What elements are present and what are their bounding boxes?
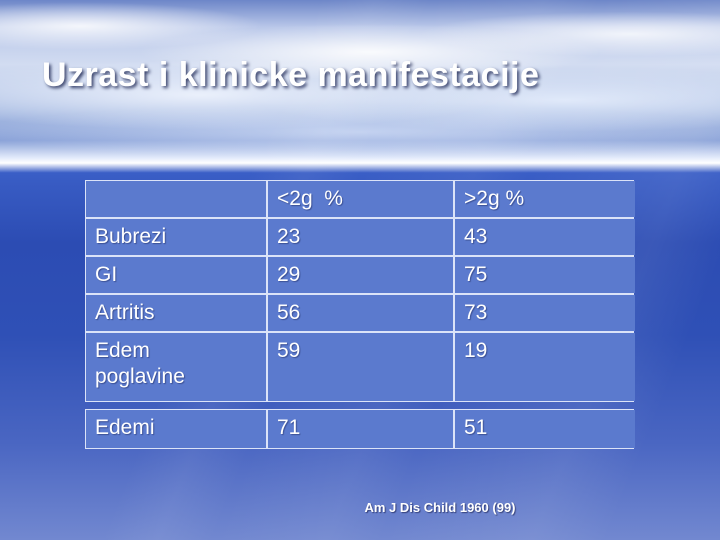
value-gt2g: 75 [455,257,635,293]
clinical-manifestations-table: <2g % >2g % Bubrezi 23 43 GI 29 75 Artri… [85,180,635,449]
row-label: Bubrezi [86,219,266,255]
table-header-empty [86,181,266,217]
value-lt2g: 56 [268,295,453,331]
value-lt2g: 71 [268,410,453,448]
value-gt2g: 19 [455,333,635,401]
value-lt2g: 59 [268,333,453,401]
table-header-gt2g: >2g % [455,181,635,217]
row-label: Artritis [86,295,266,331]
table-header-lt2g: <2g % [268,181,453,217]
value-gt2g: 51 [455,410,635,448]
slide-title: Uzrast i klinicke manifestacije [42,56,540,94]
row-label: Edemi [86,410,266,448]
source-citation: Am J Dis Child 1960 (99) [364,500,516,515]
row-label: Edem poglavine [86,333,266,401]
table-main: <2g % >2g % Bubrezi 23 43 GI 29 75 Artri… [85,180,635,402]
value-gt2g: 73 [455,295,635,331]
table-last-row: Edemi 71 51 [85,409,635,449]
row-label: GI [86,257,266,293]
value-gt2g: 43 [455,219,635,255]
value-lt2g: 29 [268,257,453,293]
value-lt2g: 23 [268,219,453,255]
